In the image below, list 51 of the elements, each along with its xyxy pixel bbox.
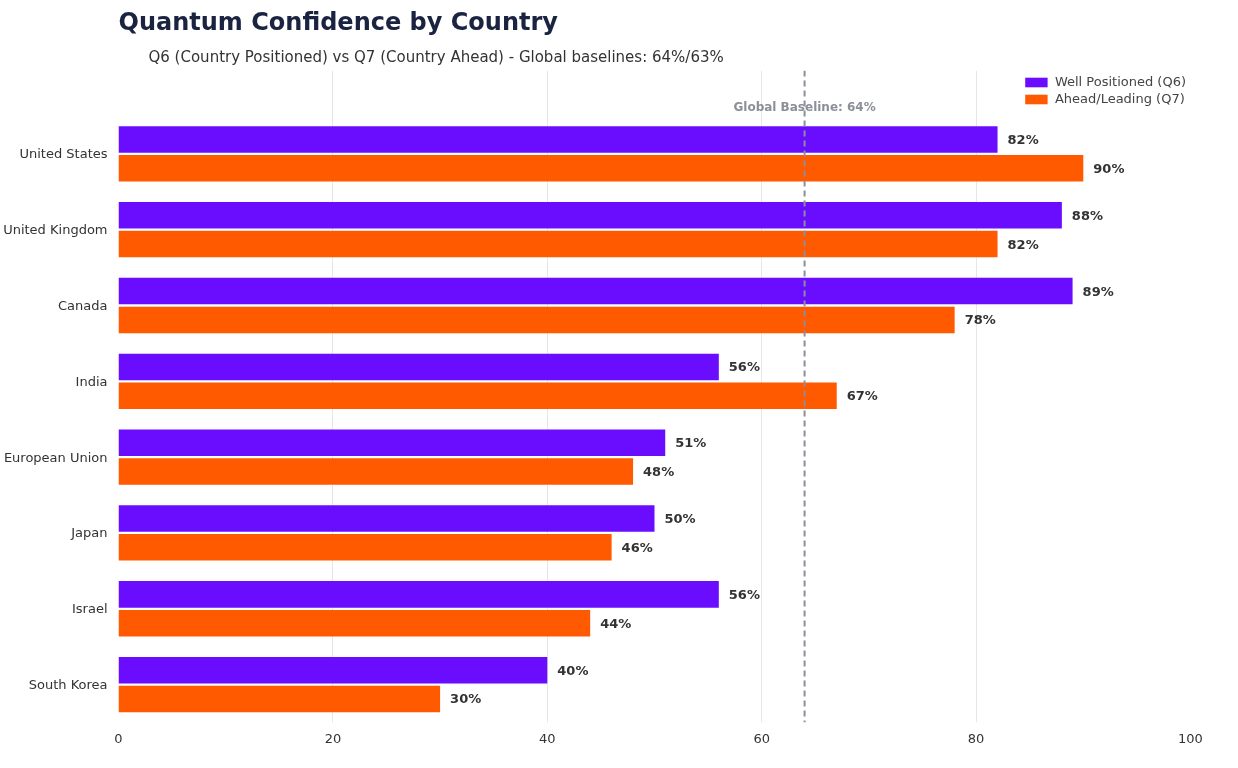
bar	[118, 382, 837, 409]
bar	[118, 230, 998, 258]
data-label: 82%	[1007, 236, 1039, 252]
bar	[118, 505, 655, 532]
legend-label: Ahead/Leading (Q7)	[1054, 91, 1185, 106]
bar	[118, 353, 719, 381]
x-tick-label: 0	[114, 730, 123, 746]
y-tick-label: Israel	[71, 601, 108, 617]
chart-title: Quantum Confidence by Country	[118, 7, 559, 36]
bar	[118, 685, 441, 713]
x-tick-label: 80	[967, 730, 985, 746]
x-tick-label: 40	[539, 730, 556, 746]
bar	[118, 306, 955, 334]
bar	[118, 277, 1073, 305]
y-tick-label: United Kingdom	[3, 222, 108, 238]
bar	[118, 202, 1062, 229]
bar	[118, 656, 548, 684]
bar	[118, 581, 719, 608]
bar	[118, 458, 634, 485]
data-label: 44%	[600, 615, 632, 631]
data-label: 48%	[643, 464, 675, 480]
bar	[118, 155, 1084, 182]
chart-subtitle: Q6 (Country Positioned) vs Q7 (Country Ahead) - Global baselines: 64%/63%	[148, 47, 724, 66]
data-label: 30%	[450, 691, 482, 707]
data-label: 46%	[621, 539, 653, 555]
data-label: 50%	[664, 511, 696, 527]
x-tick-label: 60	[753, 730, 770, 746]
y-tick-label: Japan	[70, 525, 108, 541]
data-label: 67%	[846, 388, 878, 404]
legend-label: Well Positioned (Q6)	[1054, 74, 1186, 89]
y-tick-label: Canada	[58, 298, 108, 314]
data-label: 56%	[728, 586, 760, 602]
data-label: 89%	[1082, 283, 1114, 299]
data-label: 78%	[964, 312, 996, 328]
bar	[118, 429, 666, 456]
y-tick-label: United States	[19, 146, 108, 162]
bar	[118, 126, 998, 153]
data-label: 51%	[675, 435, 707, 451]
data-label: 40%	[557, 662, 589, 678]
data-label: 56%	[728, 359, 760, 375]
data-label: 82%	[1007, 131, 1039, 147]
x-tick-label: 100	[1178, 730, 1203, 746]
y-tick-label: India	[75, 373, 108, 389]
ref-line-label: Global Baseline: 64%	[733, 99, 876, 114]
data-label: 90%	[1093, 160, 1125, 176]
x-tick-label: 20	[324, 730, 342, 746]
y-tick-label: European Union	[3, 449, 108, 465]
bar	[118, 609, 591, 637]
data-label: 88%	[1071, 207, 1103, 223]
bar	[118, 534, 612, 561]
y-tick-label: South Korea	[28, 677, 108, 693]
